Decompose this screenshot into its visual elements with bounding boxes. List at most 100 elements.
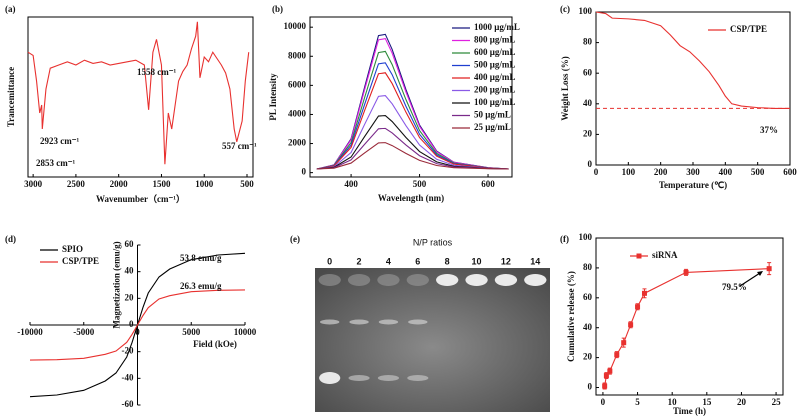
legend-label: 800 μg/mL — [474, 35, 515, 45]
x-tick-label: 1000 — [195, 179, 214, 189]
data-point — [766, 266, 772, 272]
data-point — [602, 383, 608, 389]
x-axis-label: Wavenumber（cm⁻¹） — [96, 194, 185, 204]
data-point — [683, 269, 689, 275]
well — [436, 274, 459, 286]
x-tick-label: -10000 — [17, 327, 43, 337]
legend-label: siRNA — [652, 250, 678, 260]
y-tick-label: 0 — [129, 319, 134, 329]
legend-label: 400 μg/mL — [474, 72, 515, 82]
data-line — [316, 37, 509, 170]
data-point — [628, 322, 634, 328]
lane-label: 14 — [530, 256, 540, 266]
y-tick-label: 20 — [583, 128, 593, 138]
data-line — [316, 72, 509, 170]
lane-label: 0 — [327, 256, 332, 266]
y-axis-label: PL Intensity — [268, 73, 278, 121]
plot-frame — [27, 16, 254, 178]
x-axis-label: Wavelength (nm) — [378, 193, 444, 203]
lane-label: 2 — [357, 256, 362, 266]
legend-label: 25 μg/mL — [474, 122, 511, 132]
gel-image — [315, 268, 550, 412]
x-tick-label: 100 — [622, 167, 636, 177]
x-tick-label: 3000 — [24, 179, 43, 189]
y-tick-label: 80 — [583, 37, 593, 47]
lane-label: 6 — [415, 256, 420, 266]
lane-label: 10 — [472, 256, 482, 266]
x-tick-label: 400 — [719, 167, 733, 177]
annotation: 557 cm⁻¹ — [222, 141, 257, 151]
panel-label: (f) — [560, 234, 569, 244]
plot-frame — [595, 237, 784, 396]
well — [406, 274, 429, 286]
x-tick-label: 500 — [413, 179, 427, 189]
x-tick-label: 500 — [751, 167, 765, 177]
legend-marker — [636, 253, 642, 259]
y-tick-label: 40 — [583, 98, 593, 108]
annotation: 2923 cm⁻¹ — [40, 136, 79, 146]
x-tick-label: -5000 — [73, 327, 94, 337]
x-tick-label: 5 — [635, 397, 640, 407]
y-tick-label: 80 — [583, 262, 593, 272]
y-tick-label: 20 — [583, 352, 593, 362]
x-tick-label: 200 — [654, 167, 668, 177]
y-tick-label: 8000 — [288, 50, 307, 60]
gel-title: N/P ratios — [413, 237, 453, 247]
y-axis-label: Weight Loss (%) — [560, 56, 570, 121]
band — [319, 319, 340, 325]
y-tick-label: 100 — [579, 232, 593, 242]
data-point — [614, 352, 620, 358]
band — [377, 375, 400, 381]
y-tick-label: 2000 — [288, 138, 307, 148]
legend-label: CSP/TPE — [730, 24, 767, 34]
y-tick-label: 60 — [583, 67, 593, 77]
y-tick-label: 60 — [583, 292, 593, 302]
y-tick-label: 4000 — [288, 109, 307, 119]
x-axis-label: Field (kOe) — [193, 339, 237, 349]
x-tick-label: 600 — [783, 167, 797, 177]
y-tick-label: 40 — [125, 266, 135, 276]
legend-label: CSP/TPE — [62, 256, 99, 266]
legend-label: 100 μg/mL — [474, 97, 515, 107]
band — [407, 375, 429, 381]
band — [408, 319, 428, 325]
x-tick-label: 300 — [686, 167, 700, 177]
x-axis-label: Temperature (℃) — [659, 180, 727, 190]
data-point — [641, 290, 647, 296]
y-tick-label: 0 — [588, 159, 593, 169]
y-tick-label: 100 — [579, 6, 593, 16]
data-line — [27, 21, 250, 165]
legend-label: SPIO — [62, 244, 83, 254]
legend-label: 1000 μg/mL — [474, 22, 520, 32]
lane-label: 8 — [445, 256, 450, 266]
panel-label: (d) — [5, 234, 16, 244]
annotation: 1558 cm⁻¹ — [137, 67, 176, 77]
well — [318, 274, 341, 286]
data-line — [595, 11, 790, 109]
legend-label: 200 μg/mL — [474, 85, 515, 95]
band — [349, 319, 369, 325]
panel-label: (b) — [272, 4, 283, 14]
y-tick-label: 10000 — [284, 21, 307, 31]
y-axis-label: Trancemittance — [6, 67, 16, 127]
legend-label: 500 μg/mL — [474, 60, 515, 70]
y-tick-label: 60 — [125, 239, 135, 249]
x-tick-label: 0 — [594, 167, 599, 177]
y-tick-label: -40 — [122, 372, 134, 382]
y-tick-label: -20 — [122, 346, 134, 356]
panel-label: (e) — [290, 234, 300, 244]
data-point — [621, 340, 627, 346]
well — [347, 274, 371, 286]
y-tick-label: 0 — [588, 382, 593, 392]
well — [494, 274, 518, 286]
x-tick-label: 2000 — [110, 179, 129, 189]
band — [378, 319, 399, 325]
x-tick-label: 10000 — [234, 327, 257, 337]
well — [524, 274, 547, 286]
data-point — [635, 304, 641, 310]
well — [465, 274, 488, 286]
y-tick-label: -60 — [122, 399, 134, 409]
plot-frame — [309, 16, 513, 178]
x-tick-label: 15 — [702, 397, 712, 407]
legend-label: 50 μg/mL — [474, 110, 511, 120]
